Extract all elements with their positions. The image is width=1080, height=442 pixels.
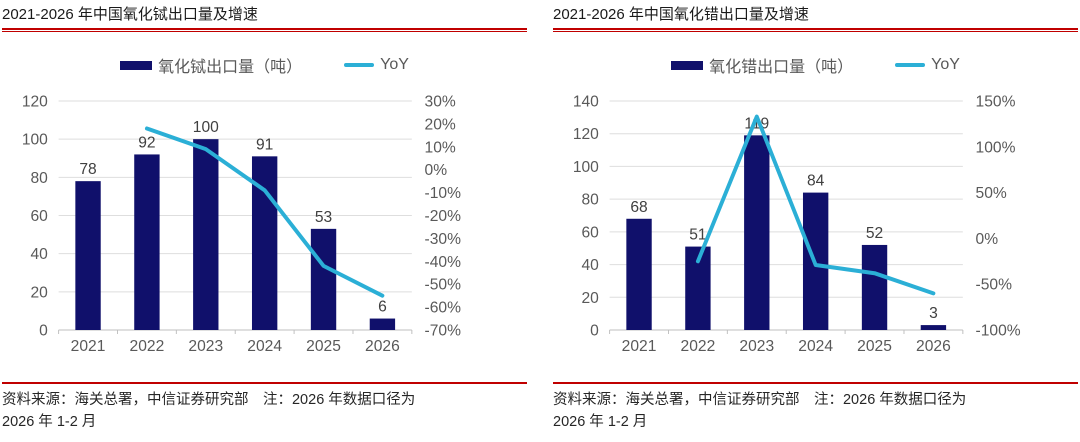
bar [75, 181, 101, 330]
left-axis-tick-label: 40 [31, 246, 49, 263]
combo-chart: 0 20 40 60 80 100 120 30% 20% 10% 0% -10% -20% -30% -4… [22, 93, 461, 355]
right-axis-tick-label: -40% [425, 254, 461, 271]
bar [744, 135, 770, 330]
bar-value-label: 92 [138, 134, 155, 151]
x-axis-label: 2022 [130, 338, 165, 355]
bar-value-label: 6 [378, 298, 387, 315]
x-axis-label: 2021 [622, 338, 657, 355]
right-axis-tick-label: 10% [425, 139, 456, 156]
bar-value-label: 100 [193, 119, 219, 136]
left-axis-tick-label: 0 [590, 322, 599, 339]
right-axis-tick-label: 100% [976, 139, 1016, 156]
legend-item-line: YoY [344, 56, 409, 74]
legend-item-line: YoY [895, 56, 960, 74]
left-axis-tick-label: 20 [31, 284, 49, 301]
left-axis-tick-label: 120 [573, 126, 599, 143]
title-separator [553, 28, 1078, 33]
source-separator [553, 382, 1078, 384]
source-note-line1: 资料来源：海关总署，中信证券研究部 注：2026 年数据口径为 [553, 392, 967, 408]
right-axis-tick-label: -70% [425, 322, 461, 339]
chart-title: 2021-2026 年中国氧化铽出口量及增速 [2, 6, 258, 23]
left-axis-tick-label: 40 [582, 257, 600, 274]
x-axis-label: 2025 [857, 338, 892, 355]
chart-panel-left: 2021-2026 年中国氧化铽出口量及增速 氧化铽出口量（吨） YoY 0 20… [2, 0, 527, 442]
left-axis-tick-label: 20 [582, 290, 600, 307]
bar-value-label: 91 [256, 136, 274, 153]
yoy-line [144, 126, 385, 298]
source-separator [2, 382, 527, 384]
right-axis-tick-label: -30% [425, 231, 461, 248]
right-axis-tick-label: -50% [976, 277, 1012, 294]
bar [369, 318, 396, 330]
x-axis-label: 2024 [247, 338, 282, 355]
legend-bar-label: 氧化错出口量（吨） [709, 59, 854, 76]
legend-item-bar: 氧化铽出口量（吨） [120, 53, 302, 77]
x-axis-label: 2025 [306, 338, 341, 355]
left-axis-tick-label: 100 [573, 159, 599, 176]
left-axis-tick-label: 0 [39, 322, 48, 339]
left-axis-tick-label: 100 [22, 132, 48, 149]
left-axis-tick-label: 60 [31, 208, 49, 225]
legend-line-label: YoY [380, 56, 409, 73]
left-axis-tick-label: 120 [22, 93, 48, 110]
line-swatch-icon [344, 63, 375, 67]
x-axis-label: 2023 [739, 338, 774, 355]
chart-legend: 氧化错出口量（吨） YoY [553, 53, 1078, 77]
right-axis-tick-label: -100% [976, 322, 1021, 339]
bar [920, 325, 947, 330]
source-note: 资料来源：海关总署，中信证券研究部 注：2026 年数据口径为 2026 年 1… [2, 389, 527, 434]
x-axis-label: 2026 [916, 338, 951, 355]
x-axis-label: 2026 [365, 338, 400, 355]
x-axis-label: 2021 [71, 338, 106, 355]
bar-value-label: 52 [866, 225, 883, 242]
left-axis-tick-label: 60 [582, 224, 600, 241]
right-axis-tick-label: 30% [425, 93, 456, 110]
line-swatch-icon [895, 63, 926, 67]
right-axis-tick-label: -10% [425, 185, 461, 202]
bar [310, 228, 337, 330]
legend-bar-label: 氧化铽出口量（吨） [158, 59, 303, 76]
left-axis-tick-label: 80 [582, 191, 600, 208]
bar [193, 139, 219, 330]
right-axis-tick-label: 150% [976, 93, 1016, 110]
x-axis-label: 2022 [681, 338, 716, 355]
combo-chart: 0 20 40 60 80 100 120 140 150% 100% 50% 0% -50% -100%… [573, 93, 1021, 355]
bar-value-label: 68 [630, 199, 648, 216]
right-axis-tick-label: -60% [425, 299, 461, 316]
bar-value-label: 78 [79, 161, 97, 178]
bar-value-label: 53 [315, 209, 333, 226]
source-note-line1: 资料来源：海关总署，中信证券研究部 注：2026 年数据口径为 [2, 392, 416, 408]
yoy-line [695, 114, 936, 296]
right-axis-tick-label: 0% [425, 162, 448, 179]
right-axis-tick-label: -20% [425, 208, 461, 225]
left-axis-tick-label: 140 [573, 93, 599, 110]
bar-value-label: 3 [929, 305, 938, 322]
bar [861, 244, 888, 330]
bar [626, 218, 652, 330]
right-axis-tick-label: 0% [976, 231, 999, 248]
source-note: 资料来源：海关总署，中信证券研究部 注：2026 年数据口径为 2026 年 1… [553, 389, 1078, 434]
title-separator [2, 28, 527, 33]
right-axis-tick-label: -50% [425, 277, 461, 294]
chart-title: 2021-2026 年中国氧化错出口量及增速 [553, 6, 809, 23]
bar-swatch-icon [120, 60, 153, 70]
bar-value-label: 51 [689, 226, 707, 243]
legend-line-label: YoY [931, 56, 960, 73]
bar [134, 154, 160, 330]
legend-item-bar: 氧化错出口量（吨） [671, 53, 853, 77]
chart-legend: 氧化铽出口量（吨） YoY [2, 53, 527, 77]
chart-panel-right: 2021-2026 年中国氧化错出口量及增速 氧化错出口量（吨） YoY 0 20… [553, 0, 1078, 442]
right-axis-tick-label: 20% [425, 116, 456, 133]
bar-swatch-icon [671, 60, 704, 70]
left-axis-tick-label: 80 [31, 170, 49, 187]
source-note-line2: 2026 年 1-2 月 [2, 414, 97, 431]
x-axis-label: 2023 [188, 338, 223, 355]
right-axis-tick-label: 50% [976, 185, 1007, 202]
bar-value-label: 84 [807, 172, 825, 189]
x-axis-label: 2024 [798, 338, 833, 355]
source-note-line2: 2026 年 1-2 月 [553, 414, 648, 431]
